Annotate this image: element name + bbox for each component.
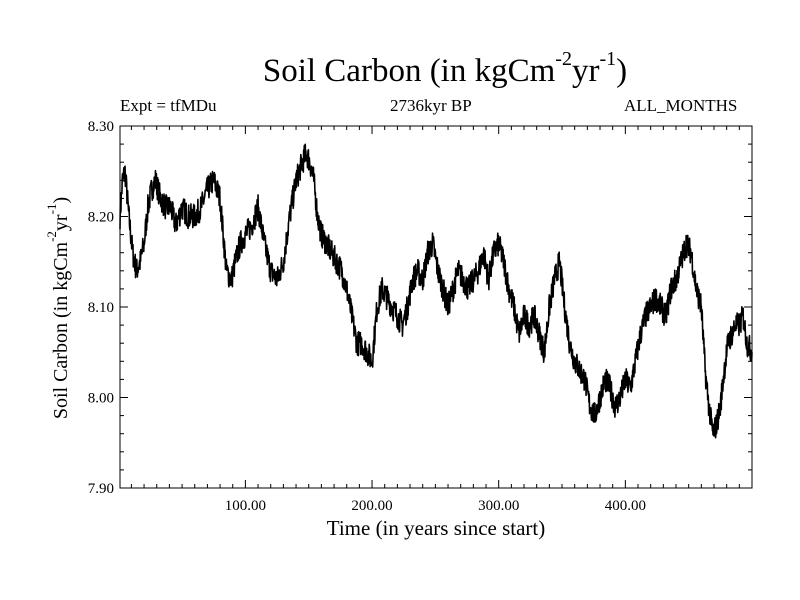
months-label: ALL_MONTHS (624, 96, 738, 115)
y-tick-label: 8.10 (88, 300, 114, 316)
chart-title: Soil Carbon (in kgCm-2yr-1) (262, 48, 628, 89)
x-tick-label: 300.00 (478, 498, 519, 514)
y-axis-label: Soil Carbon (in kgCm-2yr-1) (44, 196, 72, 420)
axis-ticks (120, 126, 752, 488)
x-tick-label: 100.00 (225, 498, 266, 514)
soil-carbon-series-line (119, 143, 753, 439)
y-tick-label: 8.00 (88, 391, 114, 407)
x-tick-label: 200.00 (351, 498, 392, 514)
plot-frame (119, 125, 753, 489)
y-tick-label: 8.20 (88, 210, 114, 226)
tick-labels: 100.00 200.00 300.00 400.00 7.90 8.00 8.10 8.20… (88, 119, 646, 514)
x-tick-label: 400.00 (605, 498, 646, 514)
x-axis-label: Time (in years since start) (326, 516, 546, 540)
y-tick-label: 7.90 (88, 481, 114, 497)
expt-label: Expt = tfMDu (120, 96, 217, 115)
period-label: 2736kyr BP (390, 96, 472, 115)
y-tick-label: 8.30 (88, 119, 114, 135)
